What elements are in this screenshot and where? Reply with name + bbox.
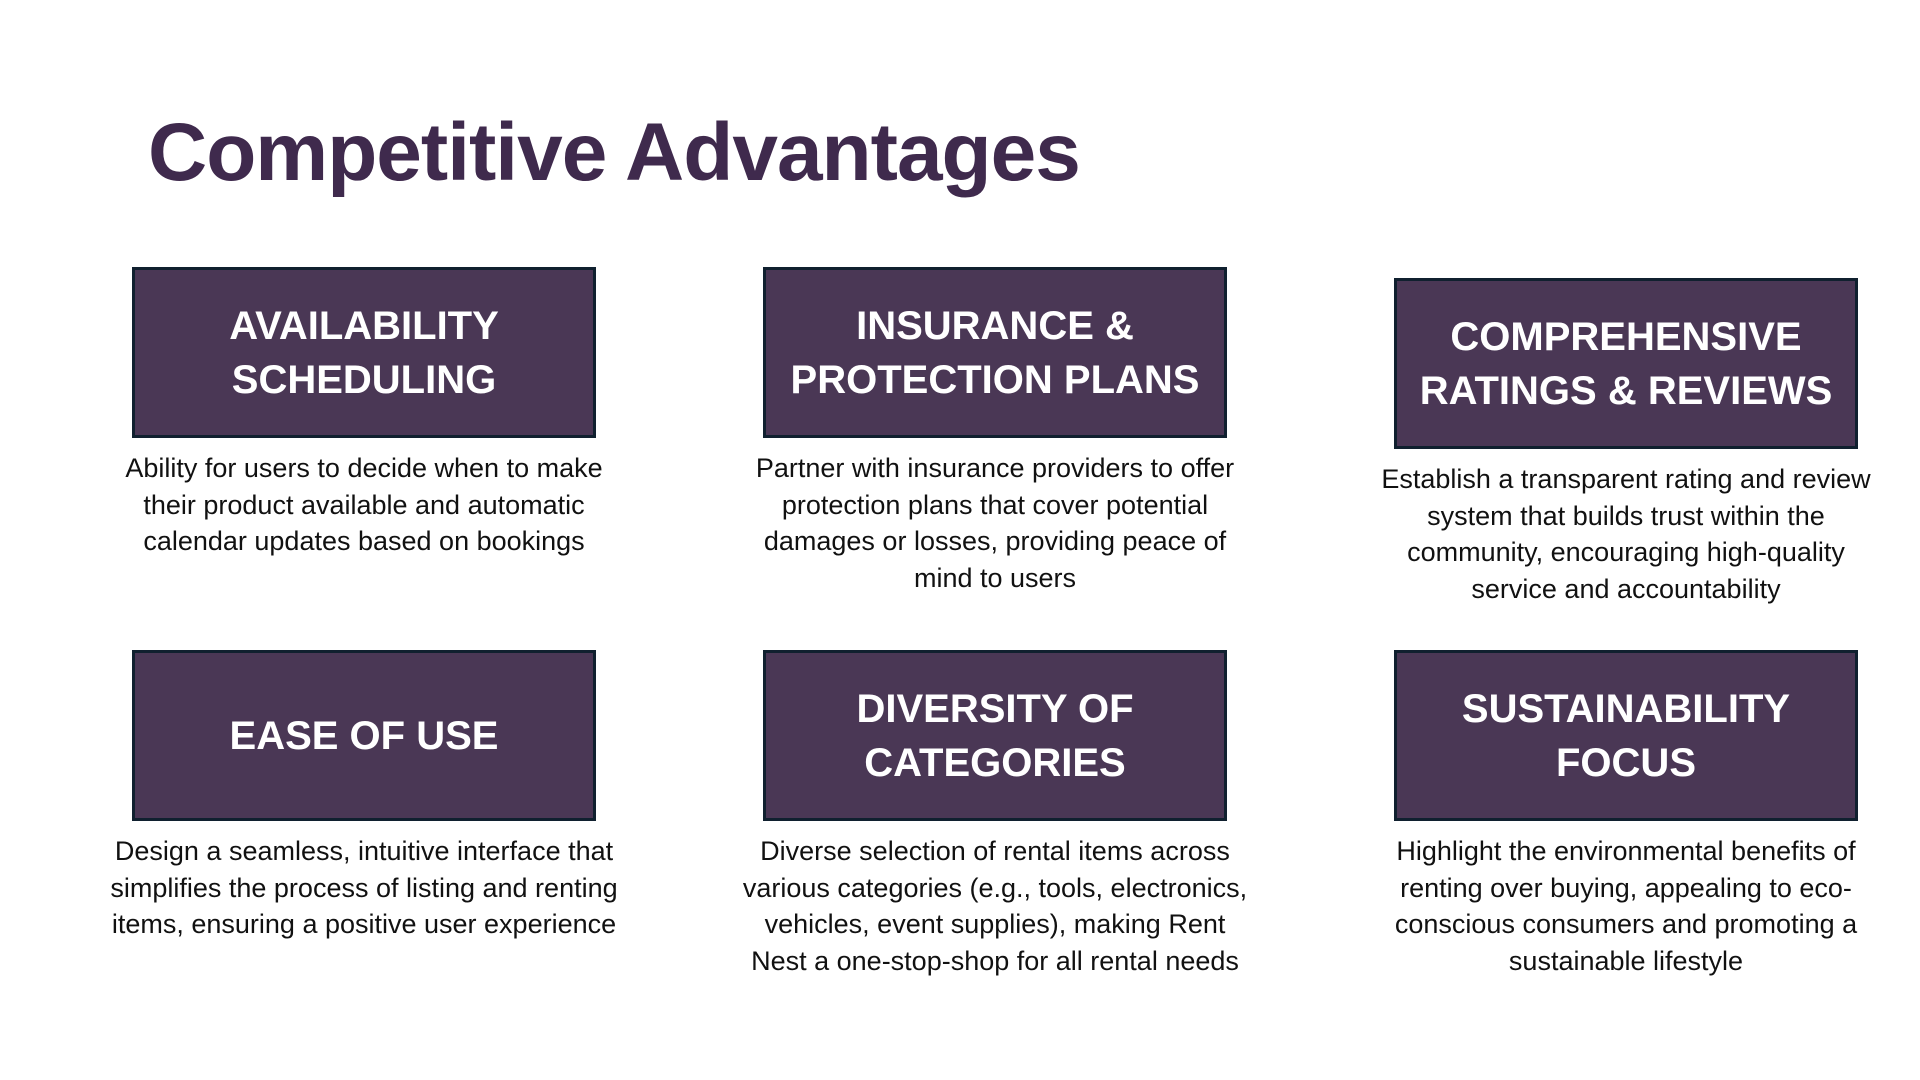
card-ratings-reviews: COMPREHENSIVE RATINGS & REVIEWS Establis… bbox=[1381, 278, 1871, 607]
card-header-line: EASE OF USE bbox=[229, 713, 499, 758]
card-header-line: DIVERSITY OF bbox=[856, 686, 1134, 731]
card-header-line: COMPREHENSIVE bbox=[1450, 314, 1802, 359]
card-header-line: CATEGORIES bbox=[864, 740, 1126, 785]
card-header: SUSTAINABILITY FOCUS bbox=[1394, 650, 1858, 821]
card-header: AVAILABILITY SCHEDULING bbox=[132, 267, 596, 438]
card-description: Establish a transparent rating and revie… bbox=[1381, 464, 1871, 604]
card-sustainability-focus: SUSTAINABILITY FOCUS Highlight the envir… bbox=[1394, 650, 1858, 979]
card-header-line: INSURANCE & bbox=[856, 303, 1134, 348]
card-header-line: SCHEDULING bbox=[231, 357, 497, 402]
card-header-line: RATINGS & REVIEWS bbox=[1419, 368, 1833, 413]
card-availability-scheduling: AVAILABILITY SCHEDULING Ability for user… bbox=[125, 267, 603, 560]
card-header-line: PROTECTION PLANS bbox=[790, 357, 1200, 402]
card-description: Design a seamless, intuitive interface t… bbox=[110, 836, 618, 939]
card-header: EASE OF USE bbox=[132, 650, 596, 821]
card-header: COMPREHENSIVE RATINGS & REVIEWS bbox=[1394, 278, 1858, 449]
card-header: INSURANCE & PROTECTION PLANS bbox=[763, 267, 1227, 438]
card-header-line: SUSTAINABILITY bbox=[1461, 686, 1791, 731]
card-header: DIVERSITY OF CATEGORIES bbox=[763, 650, 1227, 821]
card-description: Diverse selection of rental items across… bbox=[742, 836, 1248, 976]
card-description: Ability for users to decide when to make… bbox=[125, 453, 603, 556]
card-ease-of-use: EASE OF USE Design a seamless, intuitive… bbox=[110, 650, 618, 943]
card-description: Partner with insurance providers to offe… bbox=[755, 453, 1235, 593]
card-header-line: FOCUS bbox=[1556, 740, 1696, 785]
card-header-line: AVAILABILITY bbox=[229, 303, 499, 348]
card-description: Highlight the environmental benefits of … bbox=[1394, 836, 1858, 976]
card-diversity-categories: DIVERSITY OF CATEGORIES Diverse selectio… bbox=[743, 650, 1247, 979]
card-insurance-protection: INSURANCE & PROTECTION PLANS Partner wit… bbox=[756, 267, 1234, 596]
slide-title: Competitive Advantages bbox=[148, 107, 1081, 198]
